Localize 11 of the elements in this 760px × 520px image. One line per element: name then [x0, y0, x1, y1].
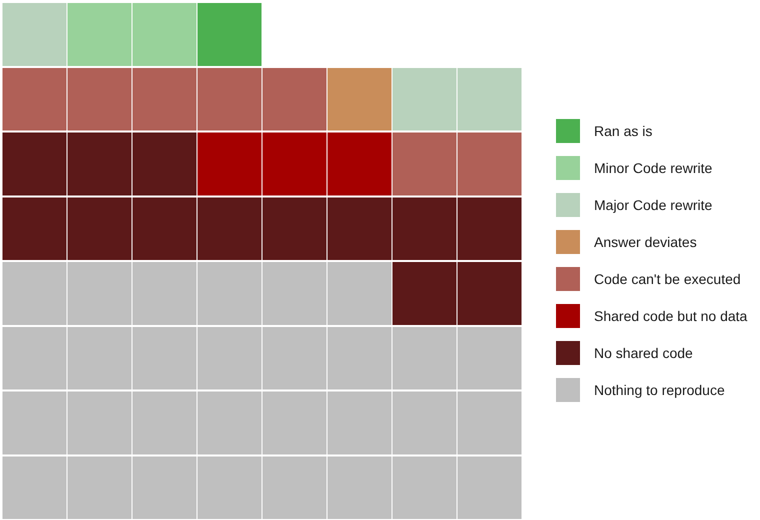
legend-label: Minor Code rewrite — [594, 160, 712, 176]
legend-label: Answer deviates — [594, 234, 697, 250]
legend-label: Major Code rewrite — [594, 196, 712, 212]
legend-label: Nothing to reproduce — [594, 382, 725, 398]
legend-label: Code can't be executed — [594, 270, 741, 286]
bar — [327, 66, 392, 132]
legend-label: Ran as is — [594, 122, 652, 138]
bar — [2, 2, 67, 67]
legend-label: Shared code but no data — [594, 308, 748, 324]
bar — [197, 2, 262, 67]
legend-label: No shared code — [594, 344, 693, 360]
